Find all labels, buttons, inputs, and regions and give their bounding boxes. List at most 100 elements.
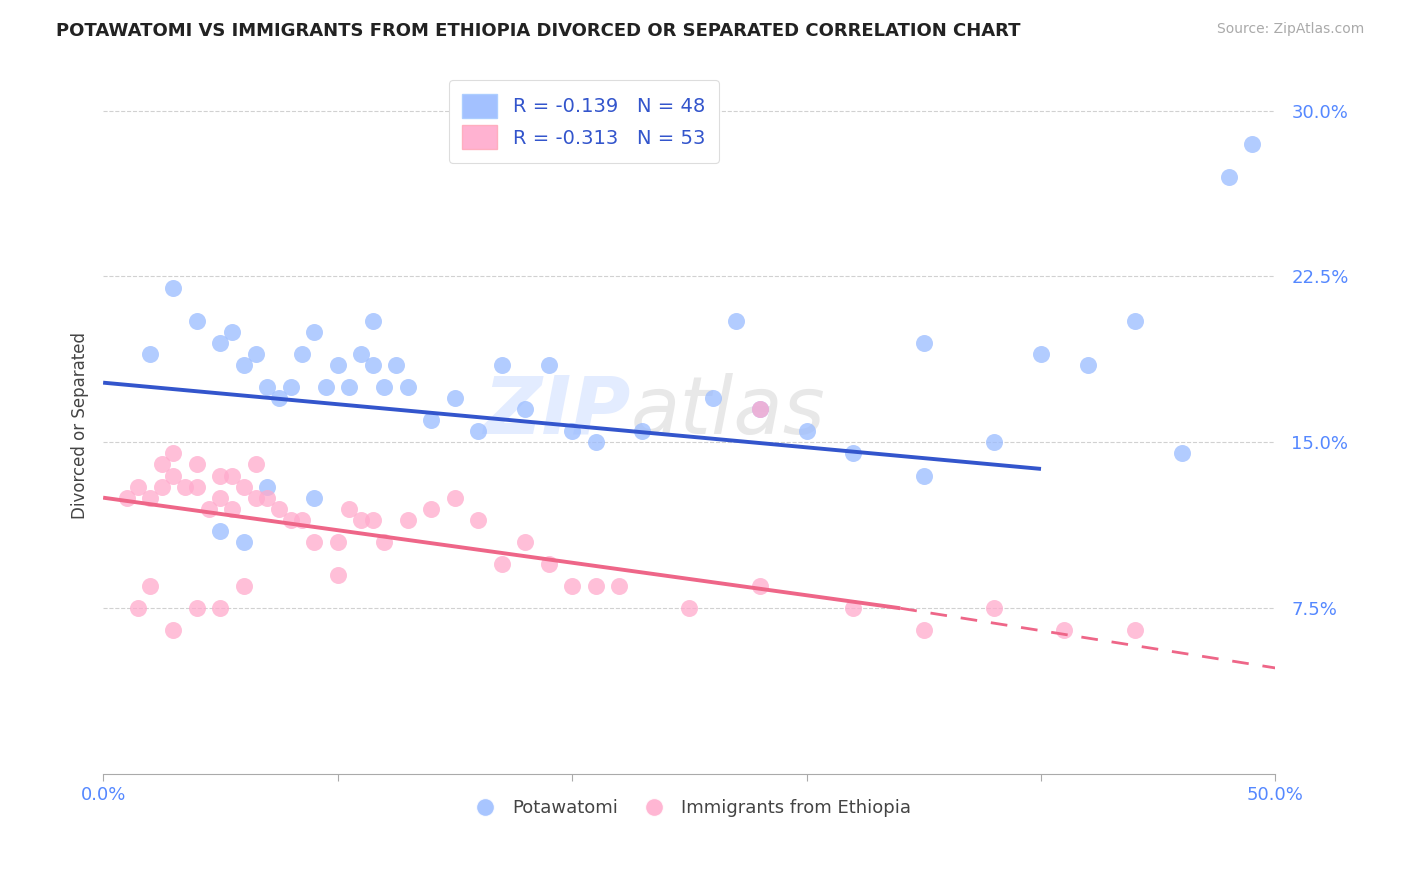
- Point: [585, 435, 607, 450]
- Point: [326, 568, 349, 582]
- Point: [209, 491, 232, 505]
- Point: [302, 535, 325, 549]
- Point: [515, 402, 537, 417]
- Point: [420, 413, 443, 427]
- Y-axis label: Divorced or Separated: Divorced or Separated: [72, 333, 89, 519]
- Point: [139, 579, 162, 593]
- Point: [174, 480, 197, 494]
- Point: [197, 501, 219, 516]
- Point: [162, 468, 184, 483]
- Point: [842, 446, 865, 460]
- Point: [232, 579, 254, 593]
- Point: [491, 557, 513, 571]
- Point: [361, 513, 384, 527]
- Point: [127, 601, 149, 615]
- Point: [302, 325, 325, 339]
- Point: [561, 425, 583, 439]
- Point: [912, 335, 935, 350]
- Point: [162, 280, 184, 294]
- Point: [232, 480, 254, 494]
- Point: [1170, 446, 1192, 460]
- Text: Source: ZipAtlas.com: Source: ZipAtlas.com: [1216, 22, 1364, 37]
- Point: [326, 535, 349, 549]
- Point: [209, 601, 232, 615]
- Point: [1077, 358, 1099, 372]
- Point: [1053, 624, 1076, 638]
- Point: [467, 425, 489, 439]
- Point: [725, 314, 748, 328]
- Point: [1123, 314, 1146, 328]
- Point: [280, 380, 302, 394]
- Point: [702, 391, 724, 405]
- Point: [361, 358, 384, 372]
- Point: [139, 491, 162, 505]
- Point: [561, 579, 583, 593]
- Point: [1240, 136, 1263, 151]
- Point: [232, 535, 254, 549]
- Point: [302, 491, 325, 505]
- Point: [221, 468, 243, 483]
- Point: [678, 601, 700, 615]
- Point: [585, 579, 607, 593]
- Point: [315, 380, 337, 394]
- Point: [150, 480, 173, 494]
- Point: [748, 402, 770, 417]
- Point: [912, 468, 935, 483]
- Point: [373, 380, 395, 394]
- Point: [796, 425, 818, 439]
- Point: [748, 402, 770, 417]
- Point: [209, 524, 232, 538]
- Point: [491, 358, 513, 372]
- Point: [983, 435, 1005, 450]
- Point: [326, 358, 349, 372]
- Point: [537, 557, 560, 571]
- Point: [607, 579, 630, 593]
- Point: [256, 480, 278, 494]
- Point: [983, 601, 1005, 615]
- Point: [467, 513, 489, 527]
- Text: POTAWATOMI VS IMMIGRANTS FROM ETHIOPIA DIVORCED OR SEPARATED CORRELATION CHART: POTAWATOMI VS IMMIGRANTS FROM ETHIOPIA D…: [56, 22, 1021, 40]
- Point: [186, 480, 208, 494]
- Point: [245, 491, 267, 505]
- Point: [127, 480, 149, 494]
- Legend: Potawatomi, Immigrants from Ethiopia: Potawatomi, Immigrants from Ethiopia: [460, 792, 918, 824]
- Point: [150, 458, 173, 472]
- Point: [443, 391, 465, 405]
- Point: [186, 314, 208, 328]
- Point: [221, 501, 243, 516]
- Text: atlas: atlas: [631, 373, 825, 450]
- Point: [245, 347, 267, 361]
- Point: [420, 501, 443, 516]
- Point: [291, 347, 314, 361]
- Point: [232, 358, 254, 372]
- Point: [842, 601, 865, 615]
- Point: [221, 325, 243, 339]
- Point: [186, 601, 208, 615]
- Point: [291, 513, 314, 527]
- Point: [115, 491, 138, 505]
- Point: [280, 513, 302, 527]
- Point: [209, 335, 232, 350]
- Text: ZIP: ZIP: [484, 373, 631, 450]
- Point: [350, 347, 373, 361]
- Point: [267, 501, 290, 516]
- Point: [515, 535, 537, 549]
- Point: [245, 458, 267, 472]
- Point: [267, 391, 290, 405]
- Point: [256, 491, 278, 505]
- Point: [139, 347, 162, 361]
- Point: [385, 358, 408, 372]
- Point: [373, 535, 395, 549]
- Point: [396, 513, 419, 527]
- Point: [1123, 624, 1146, 638]
- Point: [186, 458, 208, 472]
- Point: [396, 380, 419, 394]
- Point: [443, 491, 465, 505]
- Point: [748, 579, 770, 593]
- Point: [337, 380, 360, 394]
- Point: [631, 425, 654, 439]
- Point: [361, 314, 384, 328]
- Point: [209, 468, 232, 483]
- Point: [162, 446, 184, 460]
- Point: [1218, 169, 1240, 184]
